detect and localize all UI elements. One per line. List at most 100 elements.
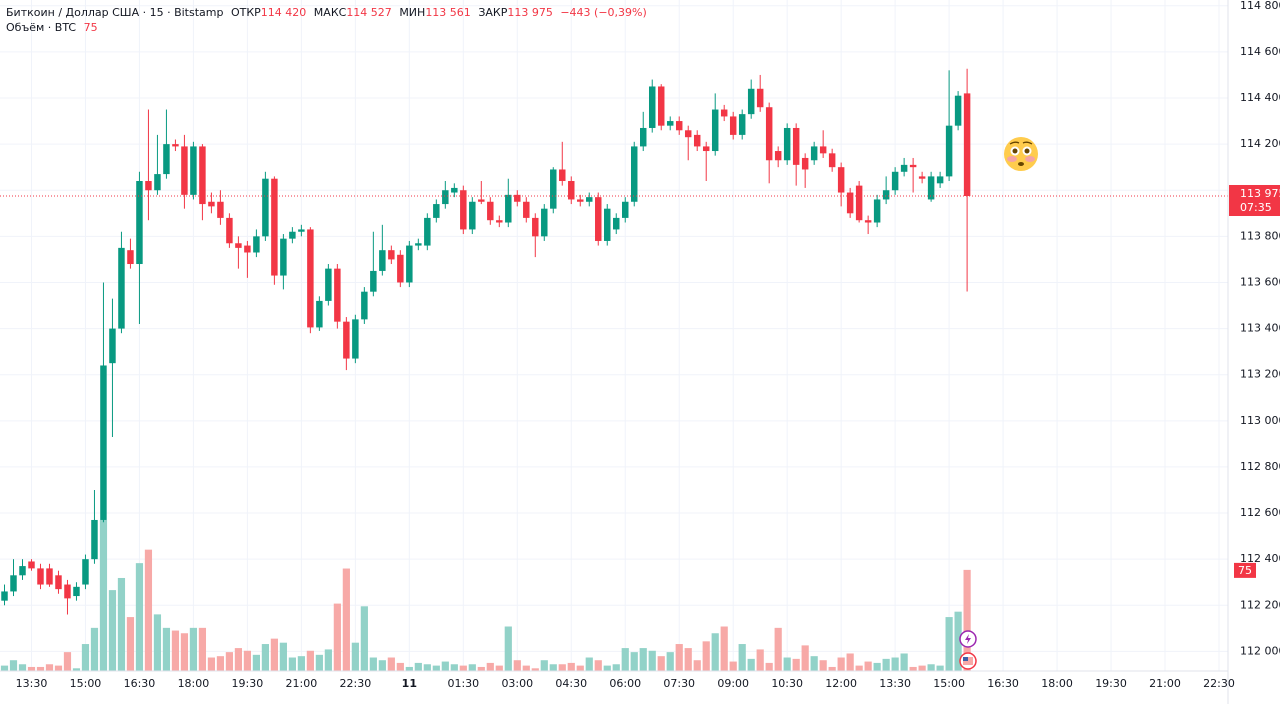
volume-bar [738, 644, 746, 671]
x-tick-label: 01:30 [447, 677, 479, 690]
candle-body [622, 201, 629, 218]
candle-body [648, 86, 656, 128]
volume-bar [756, 649, 764, 671]
candle-body [684, 130, 692, 138]
candle-body [792, 127, 800, 165]
candle-body [631, 146, 638, 202]
header-line: Биткоин / Доллар США · 15 · Bitstamp ОТК… [6, 6, 647, 19]
candle-body [595, 197, 602, 241]
volume-bar [261, 644, 269, 671]
axes: 112 000 112 200 112 400 112 600 112 800 113 0… [16, 0, 1280, 690]
candle-body [873, 199, 881, 223]
candle-body [244, 245, 251, 253]
y-tick-label: 114 800 [1240, 0, 1280, 12]
candle-body [738, 114, 746, 135]
volume-bar [225, 652, 234, 671]
volume-title: Объём · BTC [6, 21, 76, 34]
x-tick-label: 16:30 [124, 677, 156, 690]
x-tick-label: 12:00 [825, 677, 857, 690]
volume-bar [459, 665, 467, 671]
volume-bar [927, 664, 935, 671]
x-tick-label: 11 [402, 677, 417, 690]
x-tick-label: 09:00 [717, 677, 749, 690]
volume-bar [567, 662, 575, 671]
volume-bar [603, 665, 611, 671]
volume-bar [900, 653, 908, 671]
volume-bar [333, 603, 341, 671]
candle-body [73, 586, 80, 597]
volume-bar [81, 644, 90, 671]
volume-bar [45, 664, 54, 671]
volume-bar [783, 657, 791, 671]
volume-bar [99, 520, 108, 671]
volume-bar [342, 568, 350, 671]
candle-body [945, 125, 953, 177]
volume-bar [450, 664, 458, 671]
volume-bar [837, 657, 845, 671]
volume-bar [135, 563, 144, 671]
volume-bar [369, 657, 377, 671]
countdown: 07:35 [1240, 201, 1272, 214]
candle-body [577, 199, 584, 202]
volume-bar [234, 648, 243, 671]
volume-bar [522, 665, 530, 671]
y-tick-label: 114 400 [1240, 91, 1280, 104]
candle-body [613, 217, 620, 230]
candle-body [64, 584, 71, 599]
volume-bar [414, 662, 422, 671]
volume-bar [558, 664, 566, 671]
emoji-face [1004, 137, 1038, 171]
candle-body [900, 164, 908, 172]
candle-body [514, 194, 521, 202]
volume-bar [612, 664, 620, 671]
volume-bar [324, 649, 332, 671]
x-tick-label: 10:30 [771, 677, 803, 690]
candle-body [91, 519, 98, 560]
x-tick-label: 03:00 [501, 677, 533, 690]
volume-bar [711, 633, 719, 671]
x-tick-label: 21:00 [1149, 677, 1181, 690]
volume-bar [828, 666, 836, 671]
x-tick-label: 13:30 [16, 677, 48, 690]
candle-body [316, 300, 323, 328]
field-name: ОТКР [231, 6, 261, 19]
field-name: МИН [399, 6, 425, 19]
candle-body [541, 208, 548, 237]
volume-bar [585, 657, 593, 671]
volume-bar [252, 654, 260, 671]
y-tick-label: 113 600 [1240, 275, 1280, 288]
volume-bar [693, 660, 701, 671]
candle-body [352, 319, 359, 359]
candle-body [586, 197, 593, 202]
y-tick-label: 114 200 [1240, 137, 1280, 150]
x-tick-label: 15:00 [933, 677, 965, 690]
candle-body [747, 88, 755, 115]
candle-body [28, 561, 35, 569]
volume-tag [1234, 562, 1256, 578]
volume-bar [594, 660, 602, 671]
volume-bar [873, 662, 881, 671]
x-tick-label: 18:00 [1041, 677, 1073, 690]
volume-bar [36, 666, 45, 671]
candle-body [837, 167, 845, 193]
price-tag-value: 113 975 [1240, 187, 1280, 200]
candle-body [424, 217, 431, 246]
x-tick-label: 19:30 [1095, 677, 1127, 690]
candle-body [325, 268, 332, 301]
change: −443 (−0,39%) [560, 6, 646, 19]
volume-bar [963, 569, 971, 671]
candle-body [936, 176, 944, 184]
economic-event-icon[interactable] [959, 652, 977, 670]
volume-bar [351, 642, 359, 671]
y-tick-label: 113 800 [1240, 229, 1280, 242]
candle-body [172, 144, 179, 147]
candle-body [810, 146, 818, 161]
candle-body [262, 178, 269, 237]
volume-bar [117, 577, 126, 671]
volume-bar [189, 627, 198, 671]
volume-bar [306, 650, 314, 671]
volume-bar [126, 617, 135, 671]
event-icon[interactable] [959, 630, 977, 648]
volume-bar [243, 650, 251, 671]
y-tick-label: 113 000 [1240, 414, 1280, 427]
